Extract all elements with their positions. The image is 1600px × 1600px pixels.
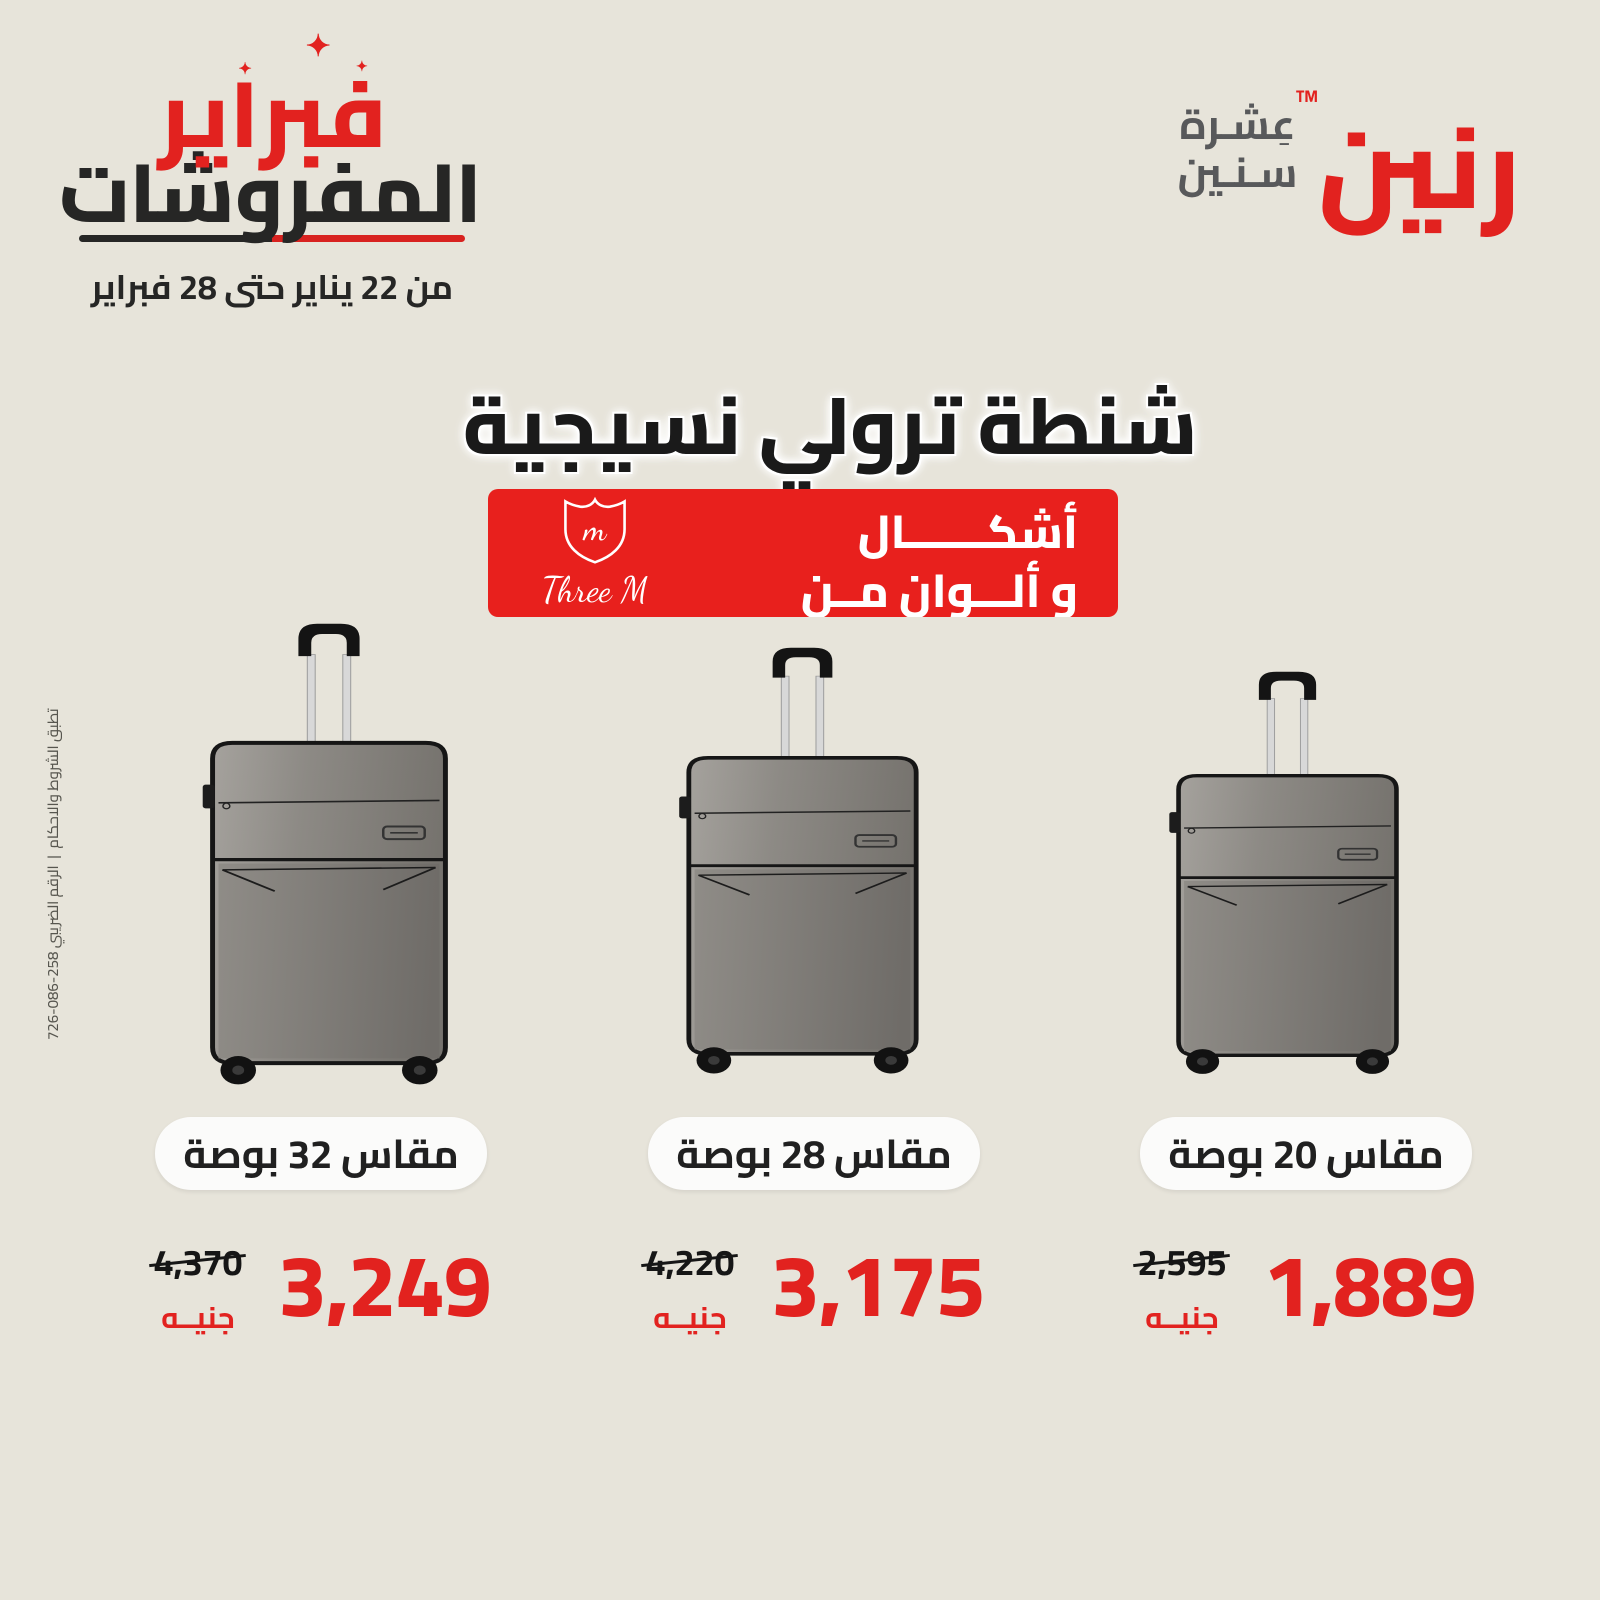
svg-text:m: m <box>582 508 608 550</box>
